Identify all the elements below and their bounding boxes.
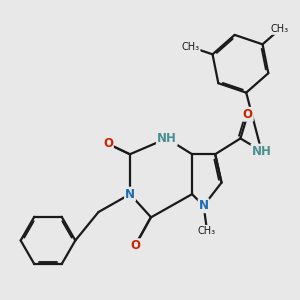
Text: CH₃: CH₃ (198, 226, 216, 236)
Text: N: N (125, 188, 135, 201)
Text: O: O (130, 239, 140, 252)
Text: NH: NH (251, 145, 272, 158)
Text: O: O (243, 108, 253, 121)
Text: N: N (199, 199, 208, 212)
Text: O: O (103, 137, 113, 150)
Text: NH: NH (157, 132, 177, 145)
Text: CH₃: CH₃ (271, 24, 289, 34)
Text: CH₃: CH₃ (182, 42, 200, 52)
